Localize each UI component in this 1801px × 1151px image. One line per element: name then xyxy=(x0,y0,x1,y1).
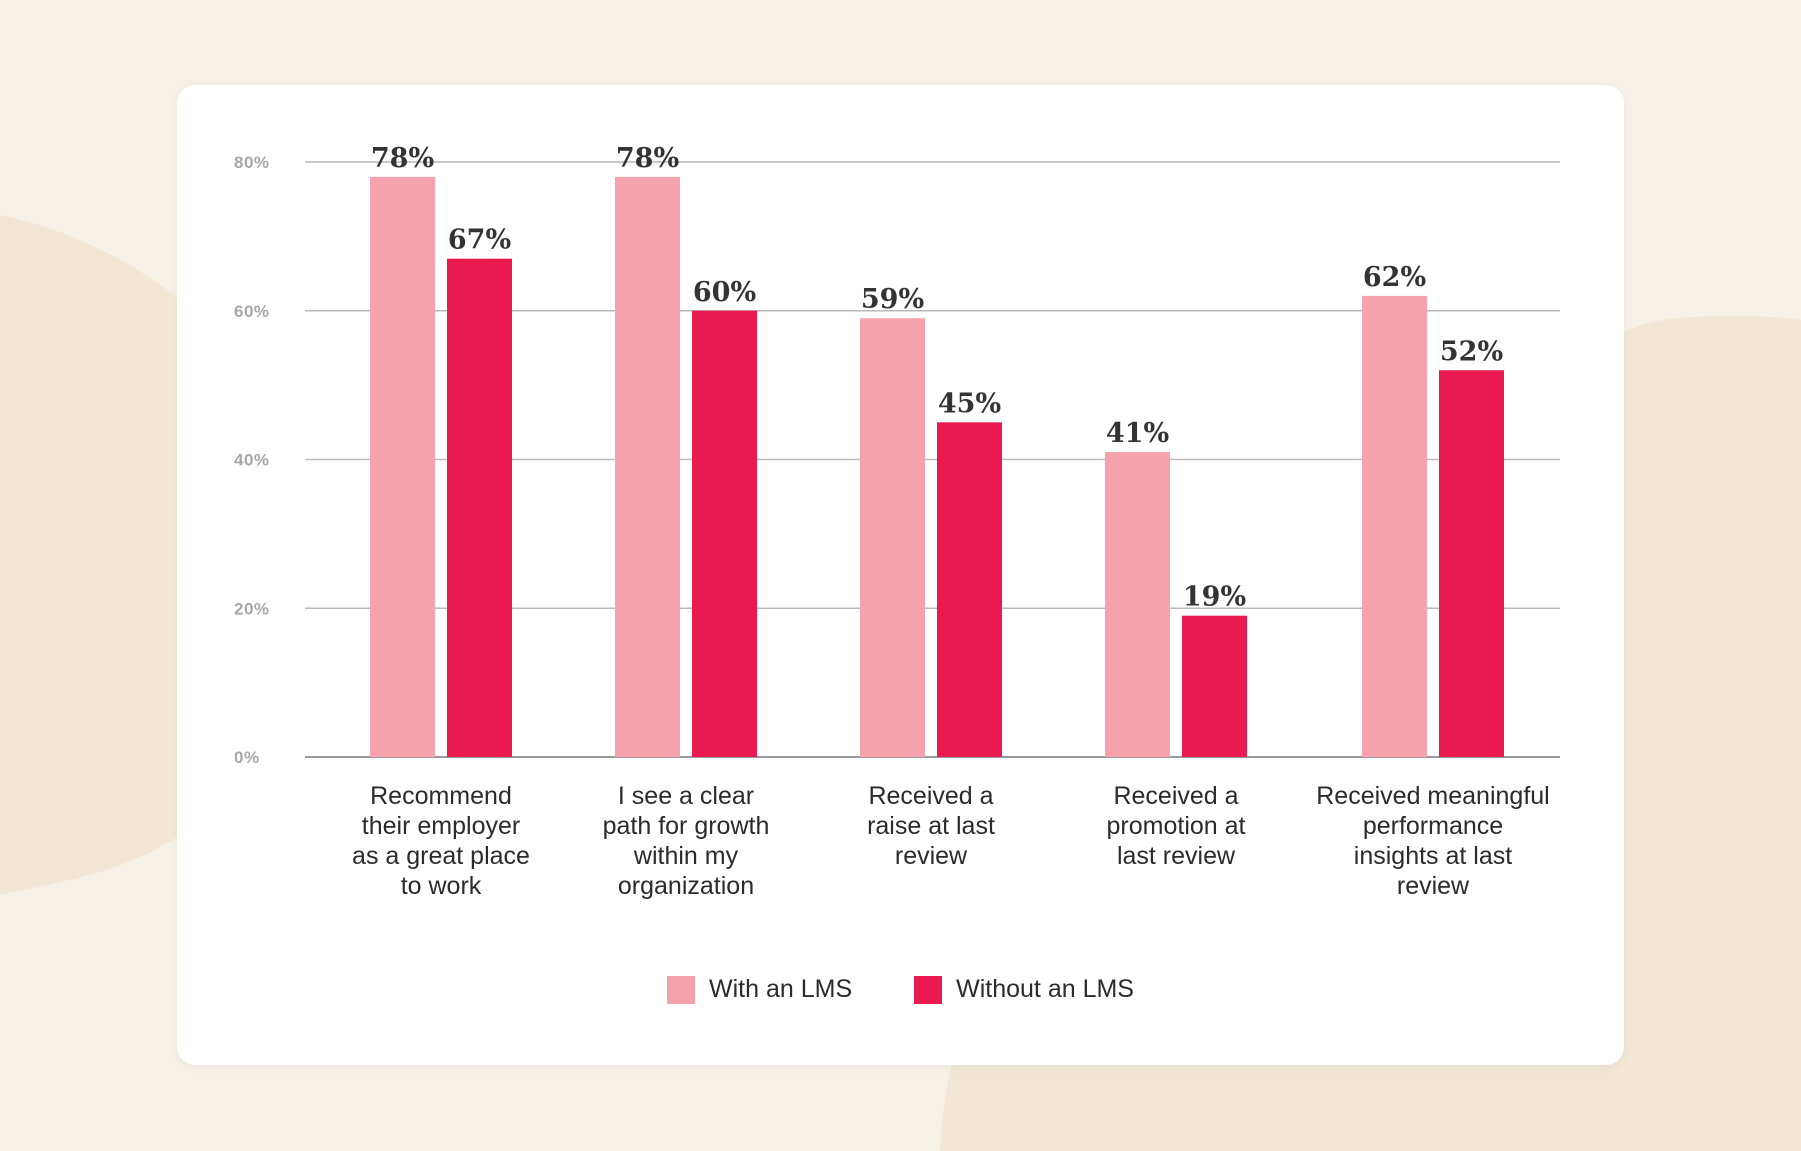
y-tick-label-20: 20% xyxy=(234,599,270,618)
data-label-with-lms-2: 59% xyxy=(861,284,924,315)
category-label-line: Recommend xyxy=(370,782,512,810)
category-label-line: review xyxy=(1397,872,1470,900)
bar-without-lms-2 xyxy=(937,422,1002,757)
y-tick-label-80: 80% xyxy=(234,153,270,172)
category-label-line: promotion at xyxy=(1107,812,1246,840)
category-label-line: their employer xyxy=(362,812,520,840)
data-label-without-lms-1: 60% xyxy=(693,277,756,308)
category-label-line: raise at last xyxy=(867,812,995,840)
category-label-line: review xyxy=(895,842,968,870)
category-label-line: Received a xyxy=(1113,782,1238,810)
category-label-1: I see a clear path for growth within my org… xyxy=(603,782,770,900)
bar-with-lms-2 xyxy=(860,318,925,757)
bar-without-lms-1 xyxy=(692,310,757,757)
y-tick-label-60: 60% xyxy=(234,302,270,321)
data-label-with-lms-3: 41% xyxy=(1106,418,1169,449)
legend-item-without-lms: Without an LMS xyxy=(914,975,1134,1004)
data-labels: 78% 78% 59% 41% 62% 67% 60% 45% 19% 52% xyxy=(371,143,1503,613)
category-label-line: performance xyxy=(1363,812,1503,840)
category-label-line: I see a clear xyxy=(618,782,754,810)
category-label-line: path for growth xyxy=(603,812,770,840)
category-label-2: Received a raise at last review xyxy=(867,782,995,870)
category-label-line: within my xyxy=(633,842,739,870)
data-label-without-lms-2: 45% xyxy=(938,388,1001,419)
category-label-4: Received meaningful performance insights a… xyxy=(1316,782,1549,900)
data-label-without-lms-0: 67% xyxy=(448,225,511,256)
gridlines: 0% 20% 40% 60% 80% xyxy=(234,153,1560,767)
data-label-with-lms-1: 78% xyxy=(616,143,679,174)
legend-label-without-lms: Without an LMS xyxy=(956,975,1134,1003)
legend-swatch-without-lms xyxy=(914,975,943,1004)
bar-without-lms-0 xyxy=(447,258,512,757)
category-label-3: Received a promotion at last review xyxy=(1107,782,1246,870)
bar-without-lms-3 xyxy=(1182,615,1247,757)
data-label-with-lms-4: 62% xyxy=(1363,262,1426,293)
y-tick-label-40: 40% xyxy=(234,451,270,470)
category-label-0: Recommend their employer as a great place t… xyxy=(352,782,530,900)
data-label-without-lms-4: 52% xyxy=(1440,336,1503,367)
category-label-line: last review xyxy=(1117,842,1236,870)
category-label-line: organization xyxy=(618,872,754,900)
legend: With an LMS Without an LMS xyxy=(0,975,1801,1004)
legend-swatch-with-lms xyxy=(667,975,696,1004)
data-label-without-lms-3: 19% xyxy=(1183,582,1246,613)
category-labels: Recommend their employer as a great place t… xyxy=(352,782,1550,900)
y-tick-label-0: 0% xyxy=(234,748,260,767)
bar-with-lms-1 xyxy=(615,176,680,757)
category-label-line: insights at last xyxy=(1354,842,1512,870)
category-label-line: to work xyxy=(401,872,482,900)
category-label-line: Received a xyxy=(868,782,993,810)
bar-with-lms-3 xyxy=(1105,452,1170,757)
bars xyxy=(370,176,1504,757)
bar-with-lms-4 xyxy=(1362,295,1427,757)
data-label-with-lms-0: 78% xyxy=(371,143,434,174)
bar-with-lms-0 xyxy=(370,176,435,757)
category-label-line: as a great place xyxy=(352,842,530,870)
legend-item-with-lms: With an LMS xyxy=(667,975,852,1004)
bar-without-lms-4 xyxy=(1439,370,1504,757)
category-label-line: Received meaningful xyxy=(1316,782,1549,810)
legend-label-with-lms: With an LMS xyxy=(709,975,853,1003)
